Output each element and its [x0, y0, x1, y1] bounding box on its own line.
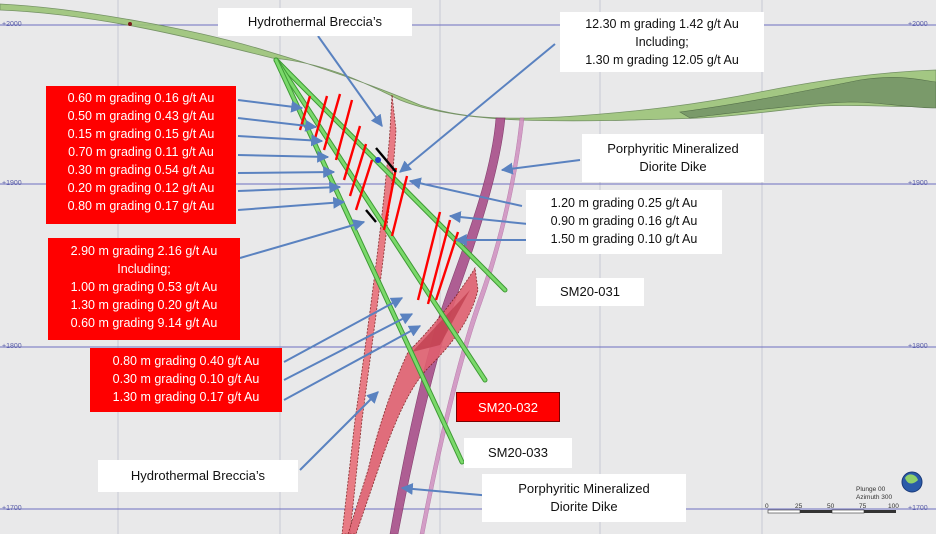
collar-marker	[128, 22, 132, 26]
elevation-label-1900-right: +1900	[908, 180, 928, 187]
breccia-lens-inner	[412, 290, 470, 352]
scale-label-75: 75	[859, 503, 867, 510]
elevation-label-2000: +2000	[2, 21, 22, 28]
hole-label-sm20-031: SM20-031	[536, 278, 644, 306]
topography-surface	[0, 3, 936, 122]
hydrothermal-breccia-label-bottom: Hydrothermal Breccia’s	[98, 460, 298, 492]
elevation-label-1900: +1900	[2, 180, 22, 187]
compass-readout: Plunge 00 Azimuth 300	[856, 486, 893, 501]
elevation-label-2000-right: +2000	[908, 21, 928, 28]
scale-label-50: 50	[827, 503, 835, 510]
callout-arrows	[237, 35, 581, 497]
compass-globe-icon	[901, 471, 923, 493]
scale-label-25: 25	[795, 503, 803, 510]
vertical-gridlines	[117, 0, 763, 534]
high-grade-marks	[365, 147, 397, 223]
top-intercept-callout: 12.30 m grading 1.42 g/t Au Including; 1…	[560, 12, 764, 72]
elevation-label-1800: +1800	[2, 343, 22, 350]
scale-label-100: 100	[888, 503, 899, 510]
porphyritic-dike-thin	[419, 117, 525, 534]
porphyritic-dike-label-bottom: Porphyritic Mineralized Diorite Dike	[482, 474, 686, 522]
hydrothermal-breccia-left	[341, 94, 397, 534]
elevation-label-1700: +1700	[2, 505, 22, 512]
left-intercepts-top-callout: 0.60 m grading 0.16 g/t Au 0.50 m gradin…	[46, 86, 236, 224]
right-intercepts-callout: 1.20 m grading 0.25 g/t Au 0.90 m gradin…	[526, 190, 722, 254]
hydrothermal-breccia-label-top: Hydrothermal Breccia’s	[218, 8, 412, 36]
scale-label-0: 0	[765, 503, 769, 510]
left-intercepts-middle-callout: 2.90 m grading 2.16 g/t Au Including; 1.…	[48, 238, 240, 340]
hole-label-sm20-032: SM20-032	[456, 392, 560, 422]
high-grade-dot	[375, 157, 381, 163]
porphyritic-dike-label-right: Porphyritic Mineralized Diorite Dike	[582, 134, 764, 182]
topography-thick-band	[679, 77, 936, 119]
elevation-label-1700-right: +1700	[908, 505, 928, 512]
hole-label-sm20-033: SM20-033	[464, 438, 572, 468]
intercept-ticks	[298, 93, 460, 305]
elevation-label-1800-right: +1800	[908, 343, 928, 350]
left-intercepts-bottom-callout: 0.80 m grading 0.40 g/t Au 0.30 m gradin…	[90, 348, 282, 412]
scale-bar	[767, 509, 896, 514]
